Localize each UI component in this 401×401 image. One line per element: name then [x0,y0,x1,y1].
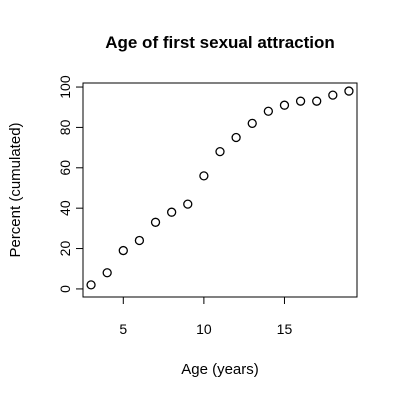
y-tick-label: 80 [57,119,73,135]
x-tick-label: 15 [277,321,293,337]
data-point [215,146,225,157]
data-point [295,96,306,106]
x-tick-label: 10 [196,321,212,337]
data-point [183,199,193,209]
data-point [263,106,274,116]
data-point [86,280,96,290]
data-point [328,90,338,100]
y-tick-label: 40 [57,200,73,216]
y-tick-label: 20 [57,241,73,257]
data-point [344,86,354,96]
y-axis-label: Percent (cumulated) [7,122,24,257]
data-points [86,86,354,290]
data-point [102,268,112,278]
data-point [166,207,177,217]
y-tick-label: 0 [57,285,73,293]
data-point [247,118,257,129]
x-axis: 5 10 15 [119,296,293,337]
x-tick-label: 5 [119,321,127,337]
chart-title: Age of first sexual attraction [105,33,335,52]
data-point [150,217,161,227]
data-point [279,100,290,110]
plot-area [82,82,358,298]
x-axis-label: Age (years) [181,361,259,378]
y-tick-label: 60 [57,160,73,176]
y-tick-label: 100 [57,75,73,99]
data-point [312,96,322,106]
data-point [231,132,241,143]
y-axis: 0 20 40 60 80 100 [57,75,84,293]
data-point [118,245,128,256]
data-point [199,171,209,181]
data-point [134,235,145,246]
